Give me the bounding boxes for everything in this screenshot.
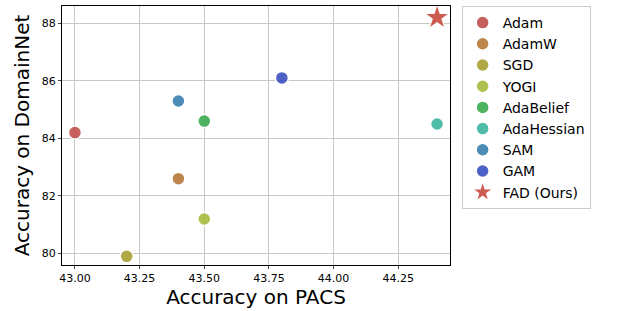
svg-text:Accuracy on DomainNet: Accuracy on DomainNet — [10, 15, 34, 257]
svg-text:YOGI: YOGI — [502, 79, 537, 95]
svg-text:43.50: 43.50 — [189, 272, 221, 285]
svg-text:80: 80 — [42, 247, 56, 260]
svg-text:43.75: 43.75 — [253, 272, 285, 285]
svg-text:84: 84 — [42, 132, 56, 145]
svg-text:GAM: GAM — [503, 163, 536, 179]
svg-text:86: 86 — [42, 75, 56, 88]
svg-text:FAD (Ours): FAD (Ours) — [503, 185, 578, 201]
svg-text:SGD: SGD — [503, 57, 534, 73]
svg-text:SAM: SAM — [503, 142, 534, 158]
svg-text:88: 88 — [42, 17, 56, 30]
svg-text:AdamW: AdamW — [503, 36, 557, 52]
svg-text:Accuracy on PACS: Accuracy on PACS — [166, 285, 346, 309]
svg-text:Adam: Adam — [503, 15, 543, 31]
svg-text:43.25: 43.25 — [124, 272, 156, 285]
svg-text:43.00: 43.00 — [59, 272, 91, 285]
svg-text:82: 82 — [42, 190, 56, 203]
svg-text:44.25: 44.25 — [383, 272, 415, 285]
svg-text:AdaBelief: AdaBelief — [503, 100, 570, 116]
svg-text:AdaHessian: AdaHessian — [503, 121, 585, 137]
svg-text:44.00: 44.00 — [318, 272, 350, 285]
